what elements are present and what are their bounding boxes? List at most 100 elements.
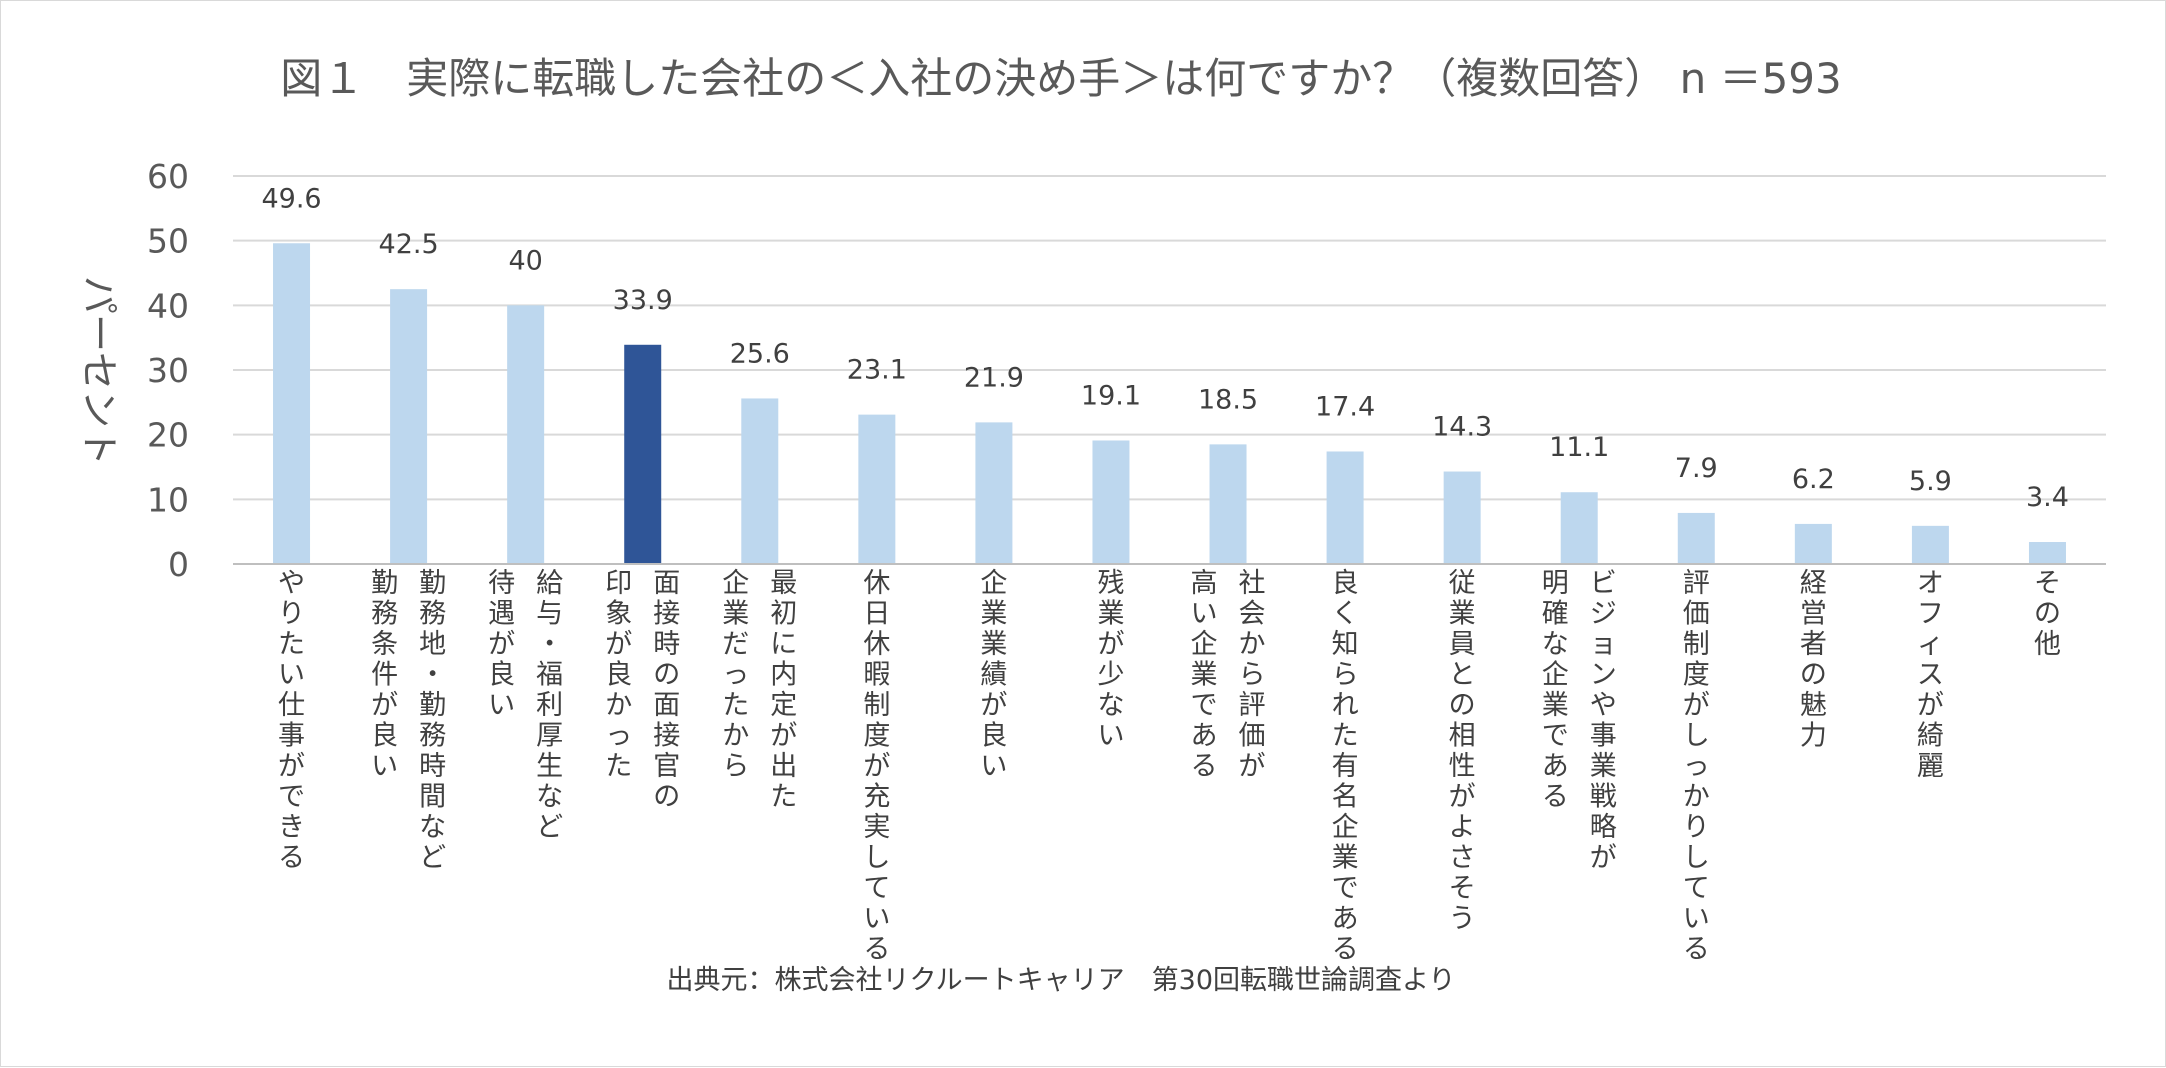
- y-tick-label: 60: [147, 157, 189, 196]
- data-label: 7.9: [1675, 453, 1718, 484]
- bar: [507, 305, 545, 564]
- category-label-char: 時: [419, 751, 446, 782]
- data-label: 17.4: [1315, 391, 1375, 422]
- category-label-char: の: [2034, 599, 2061, 630]
- bar: [624, 344, 662, 564]
- category-label-char: 業: [722, 599, 749, 630]
- bar: [1560, 492, 1598, 564]
- category-label-char: 企: [980, 568, 1007, 599]
- category-label-char: 戦: [1590, 782, 1617, 813]
- category-label-char: で: [1542, 721, 1569, 752]
- bars: [273, 243, 2066, 564]
- category-label-char: れ: [1332, 690, 1359, 721]
- category-label-char: が: [1590, 843, 1617, 874]
- bar: [1209, 444, 1247, 564]
- category-label-char: 休: [863, 568, 890, 599]
- category-label-char: 利: [536, 690, 563, 721]
- category-label-char: い: [488, 690, 515, 721]
- bar: [1677, 512, 1715, 564]
- category-label-char: り: [1683, 812, 1710, 843]
- category-label-char: な: [419, 812, 446, 843]
- bar: [741, 398, 779, 564]
- category-label-char: る: [1332, 934, 1359, 965]
- category-label-char: 仕: [278, 690, 305, 721]
- category-label-char: ど: [536, 812, 563, 843]
- category-label-char: 企: [1542, 660, 1569, 691]
- category-label-char: 遇: [488, 599, 515, 630]
- category-label-char: 綺: [1917, 721, 1944, 752]
- category-label-char: が: [371, 690, 398, 721]
- y-axis-ticks: 0 10 20 30 40 50 60: [147, 157, 189, 584]
- category-label-char: ン: [1590, 660, 1617, 691]
- category-label-char: 経: [1800, 568, 1827, 599]
- y-tick-label: 40: [147, 286, 189, 325]
- category-label-char: 度: [1683, 660, 1710, 691]
- gridlines: [233, 175, 2106, 501]
- category-label-char: 良: [605, 660, 632, 691]
- category-labels: やりたい仕事ができる勤務地・勤務時間など勤務条件が良い給与・福利厚生など待遇が良…: [278, 568, 2061, 965]
- category-label-char: が: [1449, 782, 1476, 813]
- category-label-char: 務: [419, 599, 446, 630]
- category-label-char: か: [1239, 629, 1266, 660]
- category-label-char: 件: [371, 660, 398, 691]
- category-label-char: 良: [980, 721, 1007, 752]
- category-label-char: 良: [371, 721, 398, 752]
- category-label-char: フ: [1917, 599, 1944, 630]
- category-label-char: り: [278, 599, 305, 630]
- category-label-char: る: [1191, 751, 1218, 782]
- data-label: 25.6: [730, 338, 790, 369]
- category-label-char: あ: [1332, 904, 1359, 935]
- category-label-char: 企: [722, 568, 749, 599]
- category-label-char: 制: [1683, 629, 1710, 660]
- category-label-char: ら: [1332, 660, 1359, 691]
- category-label-char: 高: [1191, 568, 1218, 599]
- category-label-char: か: [722, 721, 749, 752]
- category-label-char: 業: [1332, 843, 1359, 874]
- category-label-char: 制: [863, 690, 890, 721]
- category-label-char: 略: [1590, 812, 1617, 843]
- category-label-char: 価: [1683, 599, 1710, 630]
- category-label-char: の: [1800, 660, 1827, 691]
- chart-title: 図１ 実際に転職した会社の＜入社の決め手＞は何ですか？（複数回答） n ＝593: [280, 54, 1842, 103]
- category-label-char: 魅: [1800, 690, 1827, 721]
- category-label-char: 福: [536, 660, 563, 691]
- category-label-char: た: [605, 751, 632, 782]
- category-label-char: 相: [1449, 721, 1476, 752]
- category-label-char: い: [278, 660, 305, 691]
- data-label: 19.1: [1081, 380, 1141, 411]
- data-label: 6.2: [1792, 464, 1835, 495]
- data-label: 5.9: [1909, 466, 1952, 497]
- category-label-char: し: [1683, 843, 1710, 874]
- bar: [1911, 525, 1949, 564]
- category-label-char: 知: [1332, 629, 1359, 660]
- category-label-char: か: [1683, 782, 1710, 813]
- category-label-char: 員: [1449, 629, 1476, 660]
- category-label-char: あ: [1191, 721, 1218, 752]
- category-label-char: ィ: [1917, 629, 1944, 660]
- category-label-char: 業: [980, 629, 1007, 660]
- category-label-char: い: [1191, 599, 1218, 630]
- data-label: 40: [508, 245, 542, 276]
- category-label-char: し: [863, 843, 890, 874]
- y-tick-label: 50: [147, 222, 189, 261]
- category-label-char: 明: [1542, 568, 1569, 599]
- category-label-char: 内: [770, 660, 797, 691]
- category-label-char: の: [1449, 690, 1476, 721]
- category-label-char: が: [1917, 690, 1944, 721]
- category-label-char: 勤: [371, 568, 398, 599]
- category-label-char: 従: [1449, 568, 1476, 599]
- category-label-char: る: [1542, 782, 1569, 813]
- category-label-char: 企: [1191, 629, 1218, 660]
- category-label-char: て: [863, 873, 890, 904]
- category-label-char: 力: [1800, 721, 1827, 752]
- category-label-char: 業: [1449, 599, 1476, 630]
- category-label-char: ら: [1239, 660, 1266, 691]
- category-label-char: 給: [536, 568, 563, 599]
- category-label-char: 事: [278, 721, 305, 752]
- data-label: 14.3: [1432, 412, 1492, 443]
- data-labels: 49.6 42.5 40 33.9 25.6 23.1 21.9 19.1 18.5 17.4 14…: [261, 183, 2068, 513]
- category-label-char: 実: [863, 812, 890, 843]
- category-label-char: 定: [770, 690, 797, 721]
